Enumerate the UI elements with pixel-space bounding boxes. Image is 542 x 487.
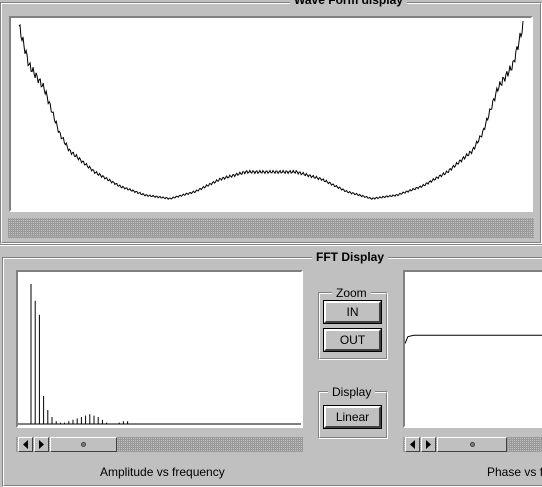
phase-scroll-right-button[interactable] [421,437,436,452]
phase-scroll-left-button[interactable] [405,437,420,452]
amplitude-scroll-thumb[interactable] [50,437,117,452]
zoom-in-button[interactable]: IN [323,300,382,324]
right-arrow-icon [426,440,431,449]
thumb-grip-icon [470,442,475,447]
amplitude-plot [16,270,303,428]
phase-svg [405,334,542,344]
waveform-scrollbar[interactable] [8,218,534,238]
amplitude-scroll-left-button[interactable] [18,437,33,452]
zoom-out-button[interactable]: OUT [323,328,382,352]
phase-plot [403,270,542,428]
phase-scroll-thumb[interactable] [437,437,507,452]
amplitude-scroll-right-button[interactable] [34,437,49,452]
amplitude-caption: Amplitude vs frequency [100,465,225,479]
display-mode-button[interactable]: Linear [323,405,382,429]
phase-line [405,334,542,344]
waveform-plot [9,16,533,212]
waveform-line [18,20,524,200]
thumb-grip-icon [81,442,86,447]
waveform-title: Wave Form display [290,0,407,7]
amplitude-svg [18,284,301,425]
left-arrow-icon [23,440,28,449]
display-title: Display [328,385,376,399]
fft-title: FFT Display [312,250,389,264]
zoom-title: Zoom [332,286,371,300]
section-divider [0,244,542,246]
right-arrow-icon [39,440,44,449]
waveform-svg [18,20,524,200]
left-arrow-icon [410,440,415,449]
phase-caption: Phase vs f [487,465,542,479]
